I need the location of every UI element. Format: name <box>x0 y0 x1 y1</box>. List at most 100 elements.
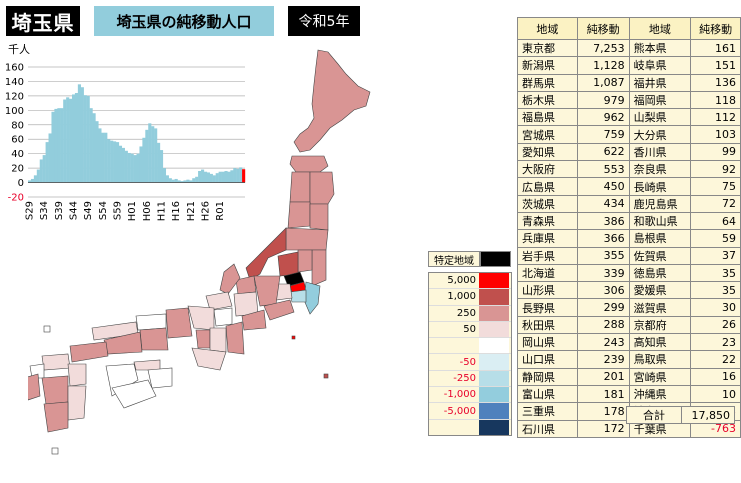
table-row: 福島県 962 山梨県 112 <box>517 108 741 127</box>
bar <box>36 169 40 183</box>
legend-item-swatch <box>479 305 509 321</box>
x-tick-label: S39 <box>54 201 65 220</box>
bar <box>124 150 128 183</box>
value-cell: 355 <box>576 246 630 265</box>
bar <box>133 155 137 183</box>
bar <box>148 123 152 183</box>
value-cell: 434 <box>576 194 630 213</box>
legend-item-swatch <box>479 370 509 387</box>
region-cell: 山梨県 <box>628 108 692 127</box>
bar <box>115 142 120 183</box>
value-cell: 299 <box>576 298 630 317</box>
value-cell: 339 <box>576 263 630 283</box>
region-cell: 茨城県 <box>517 194 578 213</box>
bar <box>195 176 199 183</box>
value-cell: 23 <box>690 333 741 352</box>
x-tick-label: S29 <box>24 201 35 220</box>
bar <box>168 178 172 183</box>
x-tick-label: S34 <box>39 201 50 220</box>
x-tick-label: H16 <box>171 201 182 221</box>
bar <box>54 108 58 183</box>
table-row: 広島県 450 長崎県 75 <box>517 177 741 196</box>
y-tick-label: 100 <box>5 106 24 117</box>
bar <box>139 146 143 183</box>
bar <box>42 155 46 183</box>
x-tick-label: H11 <box>156 201 167 221</box>
table-row: 東京都 7,253 熊本県 161 <box>517 38 741 58</box>
bar <box>95 121 99 183</box>
bar <box>215 173 219 183</box>
map-nagasaki <box>28 373 41 401</box>
bar <box>28 180 32 183</box>
region-cell: 山形県 <box>517 281 578 300</box>
region-cell: 広島県 <box>517 177 578 196</box>
map-ogasawara-island <box>323 373 329 379</box>
region-cell: 静岡県 <box>517 367 578 386</box>
region-cell: 大分県 <box>628 125 692 144</box>
bar <box>206 172 211 183</box>
map-yamaguchi <box>69 341 109 363</box>
value-cell: 37 <box>690 246 741 265</box>
bar <box>118 145 123 183</box>
value-cell: 26 <box>690 315 741 335</box>
legend-item-label: 1,000 <box>447 291 476 303</box>
bar <box>192 178 196 183</box>
map-osaka <box>195 329 211 349</box>
x-tick-label: S49 <box>83 201 94 220</box>
map-aomori <box>289 155 329 173</box>
legend-item: -50 <box>429 354 511 371</box>
bar <box>159 150 164 183</box>
map-shizuoka <box>263 299 295 321</box>
map-nagano <box>253 275 281 307</box>
total-value: 17,850 <box>681 406 735 424</box>
value-cell: 239 <box>576 350 630 369</box>
bar <box>151 126 155 183</box>
value-cell: 35 <box>690 281 741 300</box>
map-okinawa-island <box>43 325 51 333</box>
value-cell: 450 <box>576 177 630 196</box>
region-cell: 青森県 <box>517 211 578 231</box>
region-cell: 栃木県 <box>517 90 578 110</box>
y-axis-unit-label: 千人 <box>8 43 30 56</box>
legend-item-swatch <box>479 321 509 338</box>
legend-item-swatch <box>479 403 509 419</box>
legend-item-label: -50 <box>459 356 476 368</box>
bar <box>224 171 228 183</box>
region-cell: 千葉県 <box>628 419 692 438</box>
page-title: 埼玉県の純移動人口 <box>94 6 274 36</box>
legend-item-swatch <box>479 354 509 370</box>
bar <box>60 108 64 183</box>
value-cell: 75 <box>690 177 741 196</box>
y-tick-label: 20 <box>11 164 24 175</box>
value-cell: 72 <box>690 194 741 213</box>
bar <box>171 179 175 183</box>
value-cell: 59 <box>690 229 741 248</box>
legend-special-swatch <box>480 251 511 267</box>
bar <box>162 168 167 183</box>
year-badge: 令和5年 <box>288 6 360 36</box>
map-fukui <box>205 291 233 311</box>
value-cell: 64 <box>690 211 741 231</box>
total-row: 合計 17,850 <box>626 406 735 424</box>
total-label: 合計 <box>626 406 682 424</box>
value-cell: 10 <box>690 384 741 404</box>
value-cell: 181 <box>576 384 630 404</box>
region-cell: 兵庫県 <box>517 229 578 248</box>
value-cell: 288 <box>576 315 630 335</box>
value-cell: 1,087 <box>576 73 630 92</box>
bar <box>51 111 55 183</box>
legend-item-swatch <box>479 338 509 354</box>
map-aichi <box>241 309 267 331</box>
value-cell: 151 <box>690 56 741 75</box>
value-cell: 1,128 <box>576 56 630 75</box>
map-kochi <box>111 379 157 409</box>
legend-item-label: -5,000 <box>443 405 476 417</box>
map-kanagawa <box>289 289 307 303</box>
migration-ranking-table: 地域 純移動 地域 純移動 東京都 7,253 熊本県 161 新潟県 1,128 岐阜県 1… <box>517 17 741 438</box>
bar <box>203 171 208 183</box>
map-hokkaido <box>293 49 371 153</box>
value-cell: 386 <box>576 211 630 231</box>
value-cell: 553 <box>576 160 630 179</box>
legend-title: 特定地域 <box>428 251 480 267</box>
bar <box>242 169 246 183</box>
